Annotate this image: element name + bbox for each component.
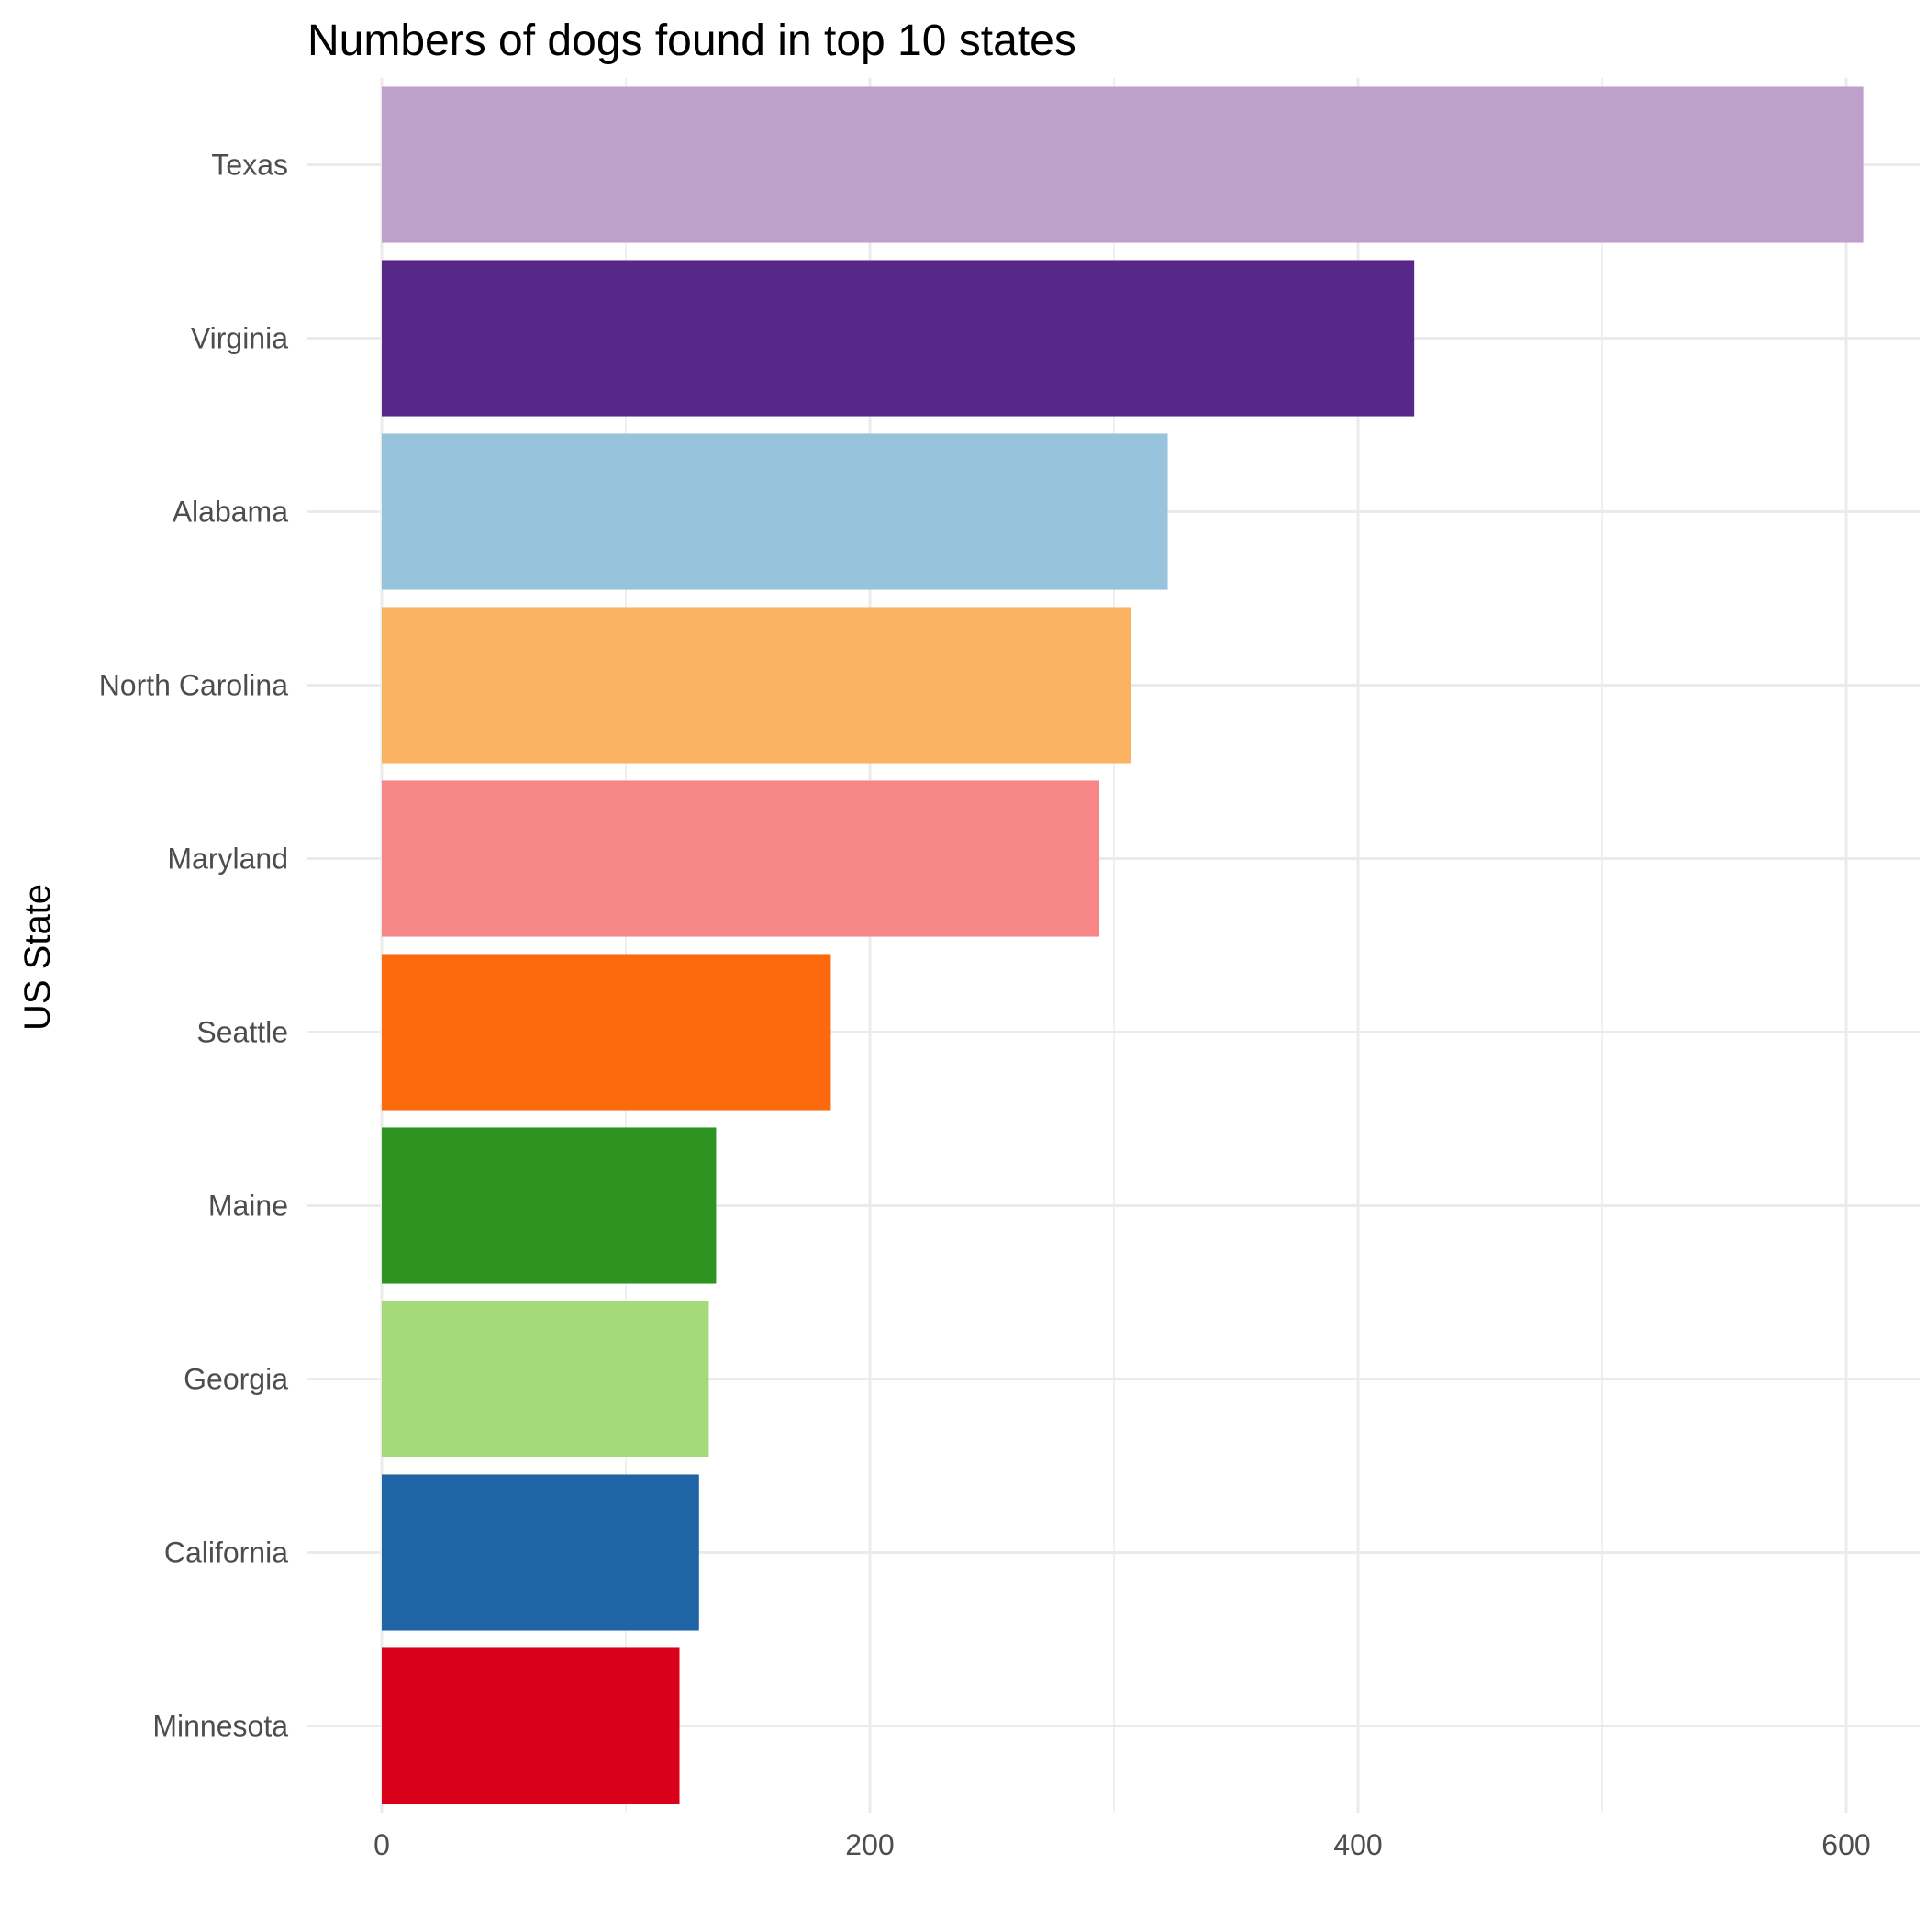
bar-georgia (382, 1301, 709, 1457)
bar-maine (382, 1127, 717, 1284)
y-tick-label: Minnesota (152, 1710, 288, 1743)
y-tick-labels: Texas Virginia Alabama North Carolina Maryla… (99, 149, 289, 1743)
bar-maryland (382, 780, 1100, 937)
y-tick-label: Maryland (167, 843, 288, 876)
bar-texas (382, 86, 1864, 243)
x-tick-label: 600 (1821, 1828, 1870, 1861)
bar-virginia (382, 260, 1415, 417)
x-tick-label: 400 (1333, 1828, 1382, 1861)
chart-title: Numbers of dogs found in top 10 states (307, 17, 1076, 65)
y-tick-label: North Carolina (99, 669, 289, 702)
y-tick-label: Virginia (191, 322, 288, 355)
y-tick-label: California (164, 1536, 288, 1569)
y-tick-label: Texas (211, 149, 288, 182)
y-tick-label: Maine (208, 1189, 288, 1223)
y-tick-label: Alabama (173, 496, 289, 529)
x-tick-label: 0 (373, 1828, 390, 1861)
y-tick-label: Georgia (184, 1363, 288, 1396)
bar-alabama (382, 433, 1168, 590)
y-axis-title: US State (17, 884, 58, 1031)
bar-minnesota (382, 1647, 680, 1804)
x-tick-labels: 0 200 400 600 (373, 1828, 1871, 1861)
y-tick-label: Seattle (196, 1016, 288, 1049)
x-tick-label: 200 (845, 1828, 894, 1861)
bars (382, 86, 1864, 1804)
bar-seattle (382, 954, 831, 1111)
bar-california (382, 1474, 699, 1631)
bar-north-carolina (382, 607, 1131, 764)
